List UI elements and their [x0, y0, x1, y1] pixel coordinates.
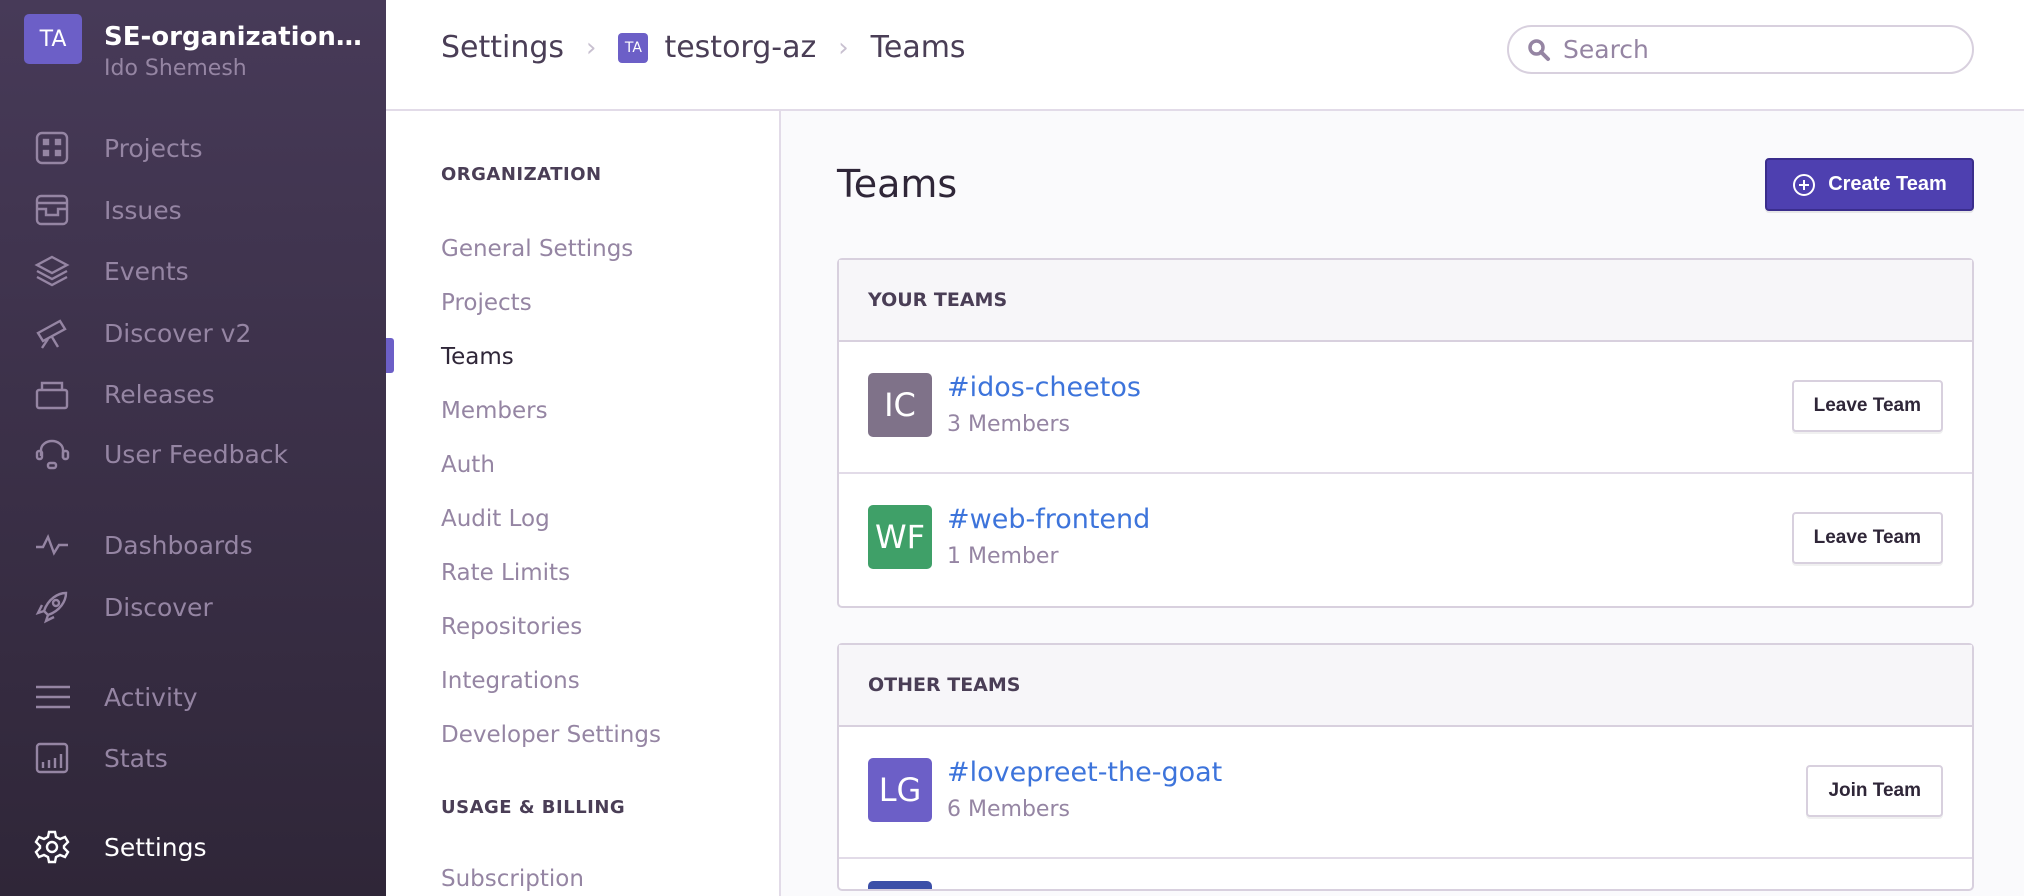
chevron-right-icon: ›: [838, 32, 849, 63]
gear-icon: [32, 827, 72, 867]
telescope-icon: [32, 313, 72, 353]
org-mini-avatar: TA: [618, 32, 649, 63]
nav-members[interactable]: Members: [441, 398, 548, 424]
list-icon: [32, 677, 72, 717]
search-box[interactable]: [1507, 25, 1974, 74]
nav-subscription[interactable]: Subscription: [441, 866, 584, 892]
nav-repositories[interactable]: Repositories: [441, 614, 583, 640]
sidebar-item-discover-v2[interactable]: Discover v2: [32, 313, 251, 353]
panel-header: OTHER TEAMS: [839, 645, 1972, 727]
team-name-link[interactable]: #lovepreet-the-goat: [947, 757, 1223, 788]
team-avatar: WF: [868, 505, 932, 569]
active-nav-indicator: [386, 338, 394, 373]
team-row: WF #web-frontend 1 Member Leave Team: [839, 474, 1972, 606]
team-member-count: 6 Members: [947, 797, 1070, 822]
team-name-link[interactable]: #idos-cheetos: [947, 372, 1141, 403]
nav-integrations[interactable]: Integrations: [441, 668, 580, 694]
chevron-right-icon: ›: [586, 32, 597, 63]
join-team-button[interactable]: Join Team: [1806, 765, 1943, 817]
pulse-icon: [32, 525, 72, 565]
sidebar-item-label: Discover: [104, 592, 213, 622]
package-icon: [32, 374, 72, 414]
team-member-count: 3 Members: [947, 412, 1070, 437]
sidebar-item-label: Releases: [104, 379, 215, 409]
sidebar-item-label: Activity: [104, 682, 198, 712]
team-row: IC #idos-cheetos 3 Members Leave Team: [839, 342, 1972, 474]
sidebar-item-discover[interactable]: Discover: [32, 587, 213, 627]
nav-rate-limits[interactable]: Rate Limits: [441, 560, 571, 586]
settings-nav: ORGANIZATION General Settings Projects T…: [386, 111, 781, 896]
breadcrumb: Settings › TA testorg-az › Teams: [441, 30, 966, 65]
breadcrumb-teams: Teams: [870, 30, 966, 65]
sidebar-item-stats[interactable]: Stats: [32, 738, 168, 778]
nav-general-settings[interactable]: General Settings: [441, 236, 634, 262]
sidebar-item-label: Issues: [104, 195, 182, 225]
nav-developer-settings[interactable]: Developer Settings: [441, 722, 661, 748]
nav-teams[interactable]: Teams: [441, 344, 514, 370]
sidebar-item-projects[interactable]: Projects: [32, 128, 203, 168]
sidebar-item-label: Dashboards: [104, 530, 253, 560]
sidebar-item-settings[interactable]: Settings: [32, 827, 207, 867]
sidebar-item-releases[interactable]: Releases: [32, 374, 215, 414]
page-title: Teams: [837, 162, 958, 206]
sidebar-item-user-feedback[interactable]: User Feedback: [32, 434, 288, 474]
nav-audit-log[interactable]: Audit Log: [441, 506, 550, 532]
team-name-link[interactable]: #web-frontend: [947, 504, 1151, 535]
sidebar-item-label: Settings: [104, 832, 207, 862]
panel-header: YOUR TEAMS: [839, 260, 1972, 342]
sidebar-item-label: Projects: [104, 133, 203, 163]
other-teams-panel: OTHER TEAMS LG #lovepreet-the-goat 6 Mem…: [837, 643, 1974, 891]
nav-projects[interactable]: Projects: [441, 290, 532, 316]
leave-team-button[interactable]: Leave Team: [1791, 380, 1943, 432]
leave-team-button[interactable]: Leave Team: [1791, 512, 1943, 564]
team-row: LG #lovepreet-the-goat 6 Members Join Te…: [839, 727, 1972, 859]
sidebar-item-activity[interactable]: Activity: [32, 677, 198, 717]
team-row-partial: [839, 859, 1972, 889]
support-icon: [32, 434, 72, 474]
sidebar: TA SE-organization… Ido Shemesh Projects…: [0, 0, 386, 896]
top-header: Settings › TA testorg-az › Teams: [386, 0, 2024, 111]
layers-icon: [32, 251, 72, 291]
create-team-button[interactable]: Create Team: [1765, 158, 1974, 211]
breadcrumb-settings[interactable]: Settings: [441, 30, 565, 65]
search-icon: [1528, 38, 1550, 61]
team-avatar: IC: [868, 373, 932, 437]
sidebar-item-issues[interactable]: Issues: [32, 190, 182, 230]
team-avatar: LG: [868, 758, 932, 822]
nav-section-billing: USAGE & BILLING: [441, 797, 626, 818]
nav-section-organization: ORGANIZATION: [441, 164, 602, 185]
org-user: Ido Shemesh: [104, 56, 247, 81]
sidebar-item-label: User Feedback: [104, 439, 288, 469]
search-input[interactable]: [1563, 35, 1943, 64]
bar-chart-icon: [32, 738, 72, 778]
projects-icon: [32, 128, 72, 168]
sidebar-item-events[interactable]: Events: [32, 251, 189, 291]
plus-circle-icon: [1793, 173, 1816, 196]
inbox-icon: [32, 190, 72, 230]
rocket-icon: [32, 587, 72, 627]
sidebar-item-dashboards[interactable]: Dashboards: [32, 525, 253, 565]
team-avatar: [868, 881, 932, 889]
sidebar-item-label: Stats: [104, 743, 168, 773]
sidebar-item-label: Events: [104, 256, 189, 286]
org-name[interactable]: SE-organization…: [104, 22, 362, 52]
nav-auth[interactable]: Auth: [441, 452, 495, 478]
sidebar-item-label: Discover v2: [104, 318, 252, 348]
create-team-label: Create Team: [1828, 173, 1947, 195]
team-member-count: 1 Member: [947, 544, 1059, 569]
breadcrumb-org[interactable]: testorg-az: [664, 30, 817, 65]
your-teams-panel: YOUR TEAMS IC #idos-cheetos 3 Members Le…: [837, 258, 1974, 608]
org-avatar[interactable]: TA: [24, 14, 82, 64]
